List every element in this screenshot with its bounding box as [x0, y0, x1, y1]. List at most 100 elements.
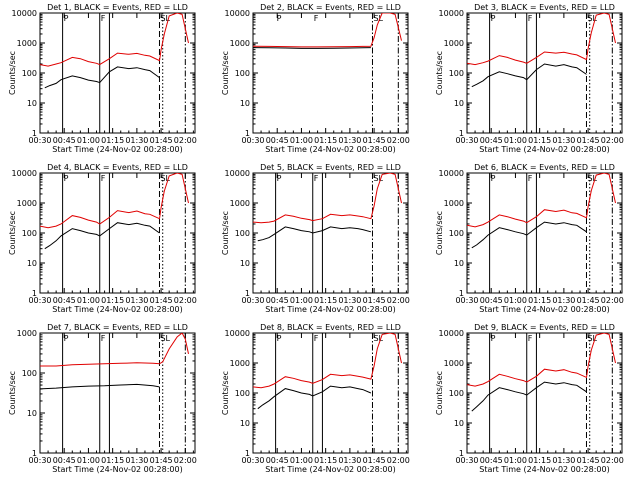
x-tick-label: 02:00	[387, 136, 410, 145]
x-tick-label: 02:00	[174, 456, 197, 465]
event-markers	[275, 173, 399, 293]
x-tick-label: 01:00	[290, 456, 313, 465]
panel-title: Det 6, BLACK = Events, RED = LLD	[474, 163, 615, 172]
series-group	[253, 333, 402, 410]
y-tick-label: 100	[449, 229, 464, 238]
x-tick-label: 00:30	[455, 136, 478, 145]
lld-series-line	[253, 173, 402, 224]
series-group	[253, 173, 402, 242]
panel-title: Det 4, BLACK = Events, RED = LLD	[47, 163, 188, 172]
events-series-line	[44, 66, 160, 89]
y-tick-label: 10	[454, 99, 464, 108]
flag-label: P	[277, 14, 282, 23]
y-tick-label: 10000	[225, 329, 250, 338]
detector-panel-9: Det 9, BLACK = Events, RED = LLD 1 10 100 10…	[435, 323, 624, 474]
flag-label: P	[277, 174, 282, 183]
event-markers	[489, 173, 613, 293]
y-tick-label: 1000	[444, 39, 464, 48]
y-tick-label: 10000	[439, 9, 464, 18]
y-tick-label: 1000	[230, 199, 250, 208]
panel-title: Det 2, BLACK = Events, RED = LLD	[260, 3, 401, 12]
x-tick-label: 01:45	[363, 456, 386, 465]
flag-label: SL	[587, 174, 597, 183]
series-group	[40, 173, 189, 250]
x-tick-label: 01:00	[504, 136, 527, 145]
axes-frame	[252, 12, 409, 134]
panel-title: Det 7, BLACK = Events, RED = LLD	[47, 323, 188, 332]
lld-series-line	[467, 13, 616, 66]
x-tick-label: 00:45	[266, 296, 289, 305]
lld-series-line	[40, 13, 189, 67]
axes-frame	[39, 12, 196, 134]
x-tick-label: 01:00	[504, 456, 527, 465]
y-tick-label: 10000	[225, 169, 250, 178]
flag-label: SL	[160, 174, 170, 183]
flag-label: P	[64, 14, 69, 23]
x-tick-label: 01:45	[150, 456, 173, 465]
flag-label: SL	[160, 334, 170, 343]
series-group	[467, 173, 616, 249]
event-markers	[489, 13, 613, 133]
y-tick-label: 1	[245, 289, 250, 298]
y-axis-label: Counts/sec	[8, 211, 17, 255]
flag-label: F	[314, 14, 319, 23]
flag-label: F	[101, 174, 106, 183]
x-tick-label: 00:30	[28, 296, 51, 305]
y-tick-label: 10	[240, 419, 250, 428]
lld-series-line	[40, 333, 189, 367]
event-markers	[371, 13, 399, 133]
x-axis-label: Start Time (24-Nov-02 00:28:00)	[265, 465, 395, 474]
y-tick-label: 1000	[230, 359, 250, 368]
x-tick-label: 00:30	[241, 456, 264, 465]
x-axis-label: Start Time (24-Nov-02 00:28:00)	[479, 145, 609, 154]
flag-label: SL	[373, 174, 383, 183]
x-tick-label: 02:00	[387, 456, 410, 465]
y-tick-label: 10	[454, 259, 464, 268]
x-tick-label: 01:00	[504, 296, 527, 305]
y-tick-label: 100	[22, 229, 37, 238]
x-tick-label: 01:45	[363, 296, 386, 305]
axes-frame	[252, 332, 409, 454]
flag-label: F	[101, 14, 106, 23]
panel-title: Det 1, BLACK = Events, RED = LLD	[47, 3, 188, 12]
x-tick-label: 00:30	[241, 296, 264, 305]
x-tick-label: 01:15	[314, 456, 337, 465]
y-axis-label: Counts/sec	[435, 371, 444, 415]
lld-series-line	[467, 173, 616, 228]
x-tick-label: 01:00	[290, 296, 313, 305]
lld-series-line	[467, 333, 616, 387]
y-tick-label: 1	[32, 129, 37, 138]
x-axis-label: Start Time (24-Nov-02 00:28:00)	[52, 305, 182, 314]
x-tick-label: 01:30	[552, 456, 575, 465]
axes-frame	[39, 172, 196, 294]
flag-label: P	[64, 174, 69, 183]
y-tick-label: 100	[235, 389, 250, 398]
y-tick-label: 100	[449, 389, 464, 398]
detector-panel-5: Det 5, BLACK = Events, RED = LLD 1 10 100 10…	[221, 163, 410, 314]
x-tick-label: 01:15	[101, 136, 124, 145]
series-group	[467, 333, 616, 412]
y-axis-label: Counts/sec	[435, 51, 444, 95]
x-tick-label: 01:30	[552, 296, 575, 305]
flag-label: P	[491, 334, 496, 343]
x-tick-label: 01:15	[314, 136, 337, 145]
lld-series-line	[253, 333, 402, 389]
series-group	[467, 13, 616, 88]
y-tick-label: 10000	[225, 9, 250, 18]
x-tick-label: 01:45	[150, 136, 173, 145]
y-tick-label: 10	[240, 99, 250, 108]
y-tick-label: 10	[454, 419, 464, 428]
x-tick-label: 01:30	[338, 456, 361, 465]
axes-frame	[466, 12, 623, 134]
x-tick-label: 01:30	[338, 136, 361, 145]
axes-frame	[39, 332, 196, 454]
flag-label: F	[101, 334, 106, 343]
y-tick-label: 100	[235, 229, 250, 238]
flag-label: P	[277, 334, 282, 343]
x-tick-label: 00:30	[241, 136, 264, 145]
y-tick-label: 10000	[12, 169, 37, 178]
x-tick-label: 02:00	[601, 136, 624, 145]
y-tick-label: 10	[27, 259, 37, 268]
x-axis-label: Start Time (24-Nov-02 00:28:00)	[479, 305, 609, 314]
